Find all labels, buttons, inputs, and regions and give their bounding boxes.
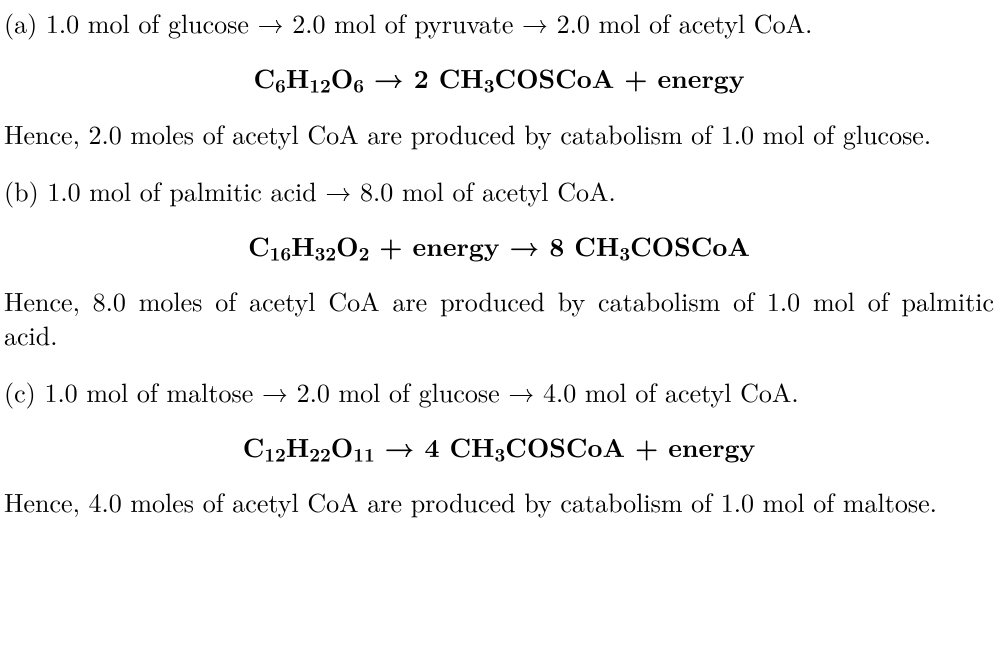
gap-ab xyxy=(4,150,994,174)
part-a-label: (a) xyxy=(4,4,37,41)
part-c-line: (c) 1.0 mol of maltose → 2.0 mol of gluc… xyxy=(4,375,994,408)
part-b-equation: C16H32O2 + energy → 8 CH3COSCoA xyxy=(4,229,994,262)
part-a-equation: C6H12O6 → 2 CH3COSCoA + energy xyxy=(4,61,994,94)
part-c-pathway: 1.0 mol of maltose → 2.0 mol of glucose … xyxy=(44,373,798,410)
part-a-line: (a) 1.0 mol of glucose → 2.0 mol of pyru… xyxy=(4,6,994,39)
part-c-conclusion: Hence, 4.0 moles of acetyl CoA are produ… xyxy=(4,485,994,518)
part-b-line: (b) 1.0 mol of palmitic acid → 8.0 mol o… xyxy=(4,174,994,207)
part-c-label: (c) xyxy=(4,373,36,410)
gap-bc xyxy=(4,351,994,375)
part-c-equation: C12H22O11 → 4 CH3COSCoA + energy xyxy=(4,430,994,463)
page: (a) 1.0 mol of glucose → 2.0 mol of pyru… xyxy=(0,0,998,523)
part-b-pathway: 1.0 mol of palmitic acid → 8.0 mol of ac… xyxy=(47,172,615,209)
part-a-conclusion: Hence, 2.0 moles of acetyl CoA are produ… xyxy=(4,117,994,150)
part-a-pathway: 1.0 mol of glucose → 2.0 mol of pyruvate… xyxy=(46,4,812,41)
part-b-conclusion: Hence, 8.0 moles of acetyl CoA are produ… xyxy=(4,284,994,351)
part-b-label: (b) xyxy=(4,172,39,209)
